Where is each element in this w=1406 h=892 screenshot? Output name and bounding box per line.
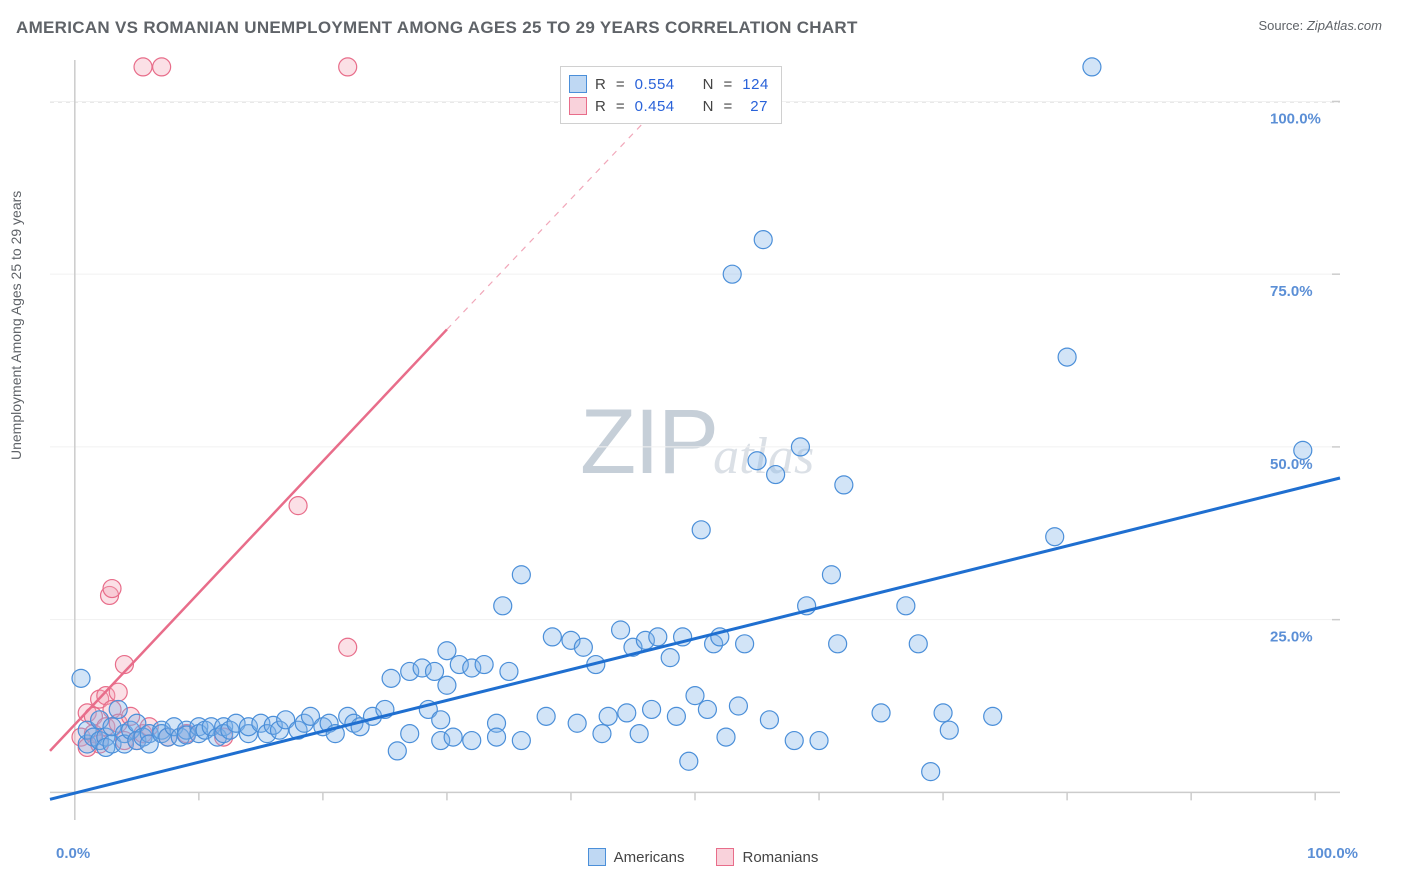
legend-label-romanians: Romanians bbox=[742, 849, 818, 866]
eq-sign: = bbox=[614, 76, 627, 93]
svg-text:100.0%: 100.0% bbox=[1270, 110, 1321, 127]
source-prefix: Source: bbox=[1258, 18, 1306, 33]
chart-svg: 25.0% 50.0% 75.0% 100.0% bbox=[50, 60, 1340, 820]
legend-item-americans: Americans bbox=[588, 848, 685, 866]
chart-title: AMERICAN VS ROMANIAN UNEMPLOYMENT AMONG … bbox=[16, 18, 858, 38]
legend-row-americans: R = 0.554 N = 124 bbox=[569, 73, 769, 95]
legend-r-label: R bbox=[595, 98, 606, 115]
swatch-americans bbox=[569, 75, 587, 93]
legend-n-value-a: 124 bbox=[742, 76, 769, 93]
correlation-legend: R = 0.554 N = 124 R = 0.454 N = 27 bbox=[560, 66, 782, 124]
points-romanians bbox=[72, 58, 357, 757]
svg-text:50.0%: 50.0% bbox=[1270, 456, 1313, 473]
grid bbox=[50, 101, 1340, 619]
plot-area: 25.0% 50.0% 75.0% 100.0% bbox=[50, 60, 1340, 820]
eq-sign: = bbox=[722, 98, 735, 115]
y-tick-labels: 25.0% 50.0% 75.0% 100.0% bbox=[1270, 110, 1321, 645]
legend-row-romanians: R = 0.454 N = 27 bbox=[569, 95, 769, 117]
legend-r-value-a: 0.554 bbox=[635, 76, 675, 93]
legend-n-label: N bbox=[703, 76, 714, 93]
legend-n-value-b: 27 bbox=[742, 98, 768, 115]
points-americans bbox=[72, 58, 1312, 781]
eq-sign: = bbox=[722, 76, 735, 93]
swatch-romanians bbox=[569, 97, 587, 115]
legend-r-label: R bbox=[595, 76, 606, 93]
legend-label-americans: Americans bbox=[614, 849, 685, 866]
svg-text:75.0%: 75.0% bbox=[1270, 283, 1313, 300]
source-name: ZipAtlas.com bbox=[1307, 18, 1382, 33]
axes bbox=[50, 60, 1340, 820]
source-attribution: Source: ZipAtlas.com bbox=[1258, 18, 1382, 33]
eq-sign: = bbox=[614, 98, 627, 115]
legend-n-label: N bbox=[703, 98, 714, 115]
svg-text:25.0%: 25.0% bbox=[1270, 629, 1313, 646]
series-legend: Americans Romanians bbox=[0, 848, 1406, 866]
swatch-romanians bbox=[716, 848, 734, 866]
legend-r-value-b: 0.454 bbox=[635, 98, 675, 115]
legend-item-romanians: Romanians bbox=[716, 848, 818, 866]
y-axis-label: Unemployment Among Ages 25 to 29 years bbox=[8, 191, 24, 460]
swatch-americans bbox=[588, 848, 606, 866]
